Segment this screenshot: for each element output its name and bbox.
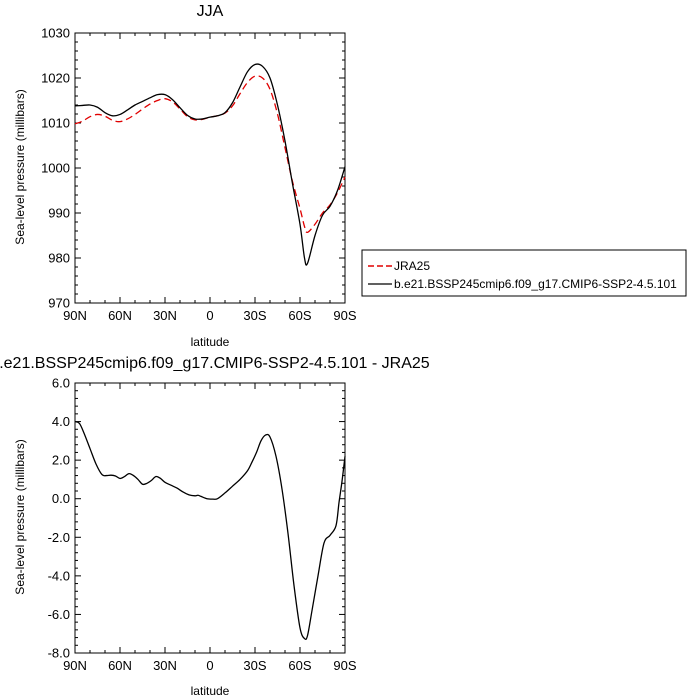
- top-chart-ylabel: Sea-level pressure (millibars): [13, 89, 27, 244]
- top-chart-ytick-label: 1010: [41, 116, 70, 131]
- bottom-chart-ylabel: Sea-level pressure (millibars): [13, 439, 27, 594]
- top-plot-area: 90N 60N 30N 0 30S 60S 90S 970 980 990 1000 1010 1020…: [41, 26, 357, 324]
- top-chart-ytick-label: 970: [48, 296, 70, 311]
- legend: JRA25 b.e21.BSSP245cmip6.f09_g17.CMIP6-S…: [361, 249, 687, 297]
- top-chart-xlabel: latitude: [191, 335, 230, 349]
- bottom-chart-xtick-label: 60N: [108, 658, 132, 673]
- top-chart-ytick-label: 1030: [41, 26, 70, 41]
- bottom-chart-xtick-label: 30S: [243, 658, 266, 673]
- top-chart-title: JJA: [197, 3, 224, 20]
- bottom-chart-ytick-label: -6.0: [48, 607, 70, 622]
- top-chart-xtick-label: 60N: [108, 308, 132, 323]
- top-chart-ytick-label: 1020: [41, 71, 70, 86]
- top-chart-xtick-label: 60S: [288, 308, 311, 323]
- bottom-chart-xtick-label: 90S: [333, 658, 356, 673]
- top-chart-series-line-0: [74, 75, 346, 234]
- top-chart-ytick-label: 990: [48, 206, 70, 221]
- bottom-chart-frame: [74, 382, 346, 654]
- bottom-chart-ytick-label: -8.0: [48, 646, 70, 661]
- bottom-chart: b.e21.BSSP245cmip6.f09_g17.CMIP6-SSP2-4.…: [0, 355, 430, 698]
- top-chart: JJA latitude Sea-level pressure (milliba…: [13, 3, 357, 349]
- top-chart-xtick-label: 90S: [333, 308, 356, 323]
- bottom-plot-area: 90N 60N 30N 0 30S 60S 90S -8.0 -6.0 -4.0 -2.0 0.0 2.…: [48, 376, 357, 674]
- legend-box: [361, 249, 687, 297]
- bottom-chart-ytick-label: -2.0: [48, 530, 70, 545]
- bottom-chart-ytick-label: 4.0: [52, 414, 70, 429]
- bottom-chart-title: b.e21.BSSP245cmip6.f09_g17.CMIP6-SSP2-4.…: [0, 355, 430, 372]
- top-chart-ytick-label: 980: [48, 251, 70, 266]
- top-chart-ytick-label: 1000: [41, 161, 70, 176]
- bottom-chart-ytick-label: 2.0: [52, 453, 70, 468]
- bottom-chart-xtick-label: 0: [206, 658, 213, 673]
- top-chart-frame: [74, 32, 346, 304]
- top-chart-xtick-label: 30N: [153, 308, 177, 323]
- bottom-chart-xtick-label: 90N: [63, 658, 87, 673]
- bottom-chart-xlabel: latitude: [191, 684, 230, 698]
- bottom-chart-ytick-label: 0.0: [52, 491, 70, 506]
- legend-label-model: b.e21.BSSP245cmip6.f09_g17.CMIP6-SSP2-4.…: [394, 277, 677, 291]
- bottom-chart-ytick-label: -4.0: [48, 568, 70, 583]
- legend-label-jra25: JRA25: [394, 259, 430, 273]
- bottom-chart-xtick-label: 60S: [288, 658, 311, 673]
- top-chart-series-line-1: [74, 63, 346, 266]
- top-chart-xtick-label: 90N: [63, 308, 87, 323]
- bottom-chart-series-line-0: [74, 420, 346, 641]
- bottom-chart-xtick-label: 30N: [153, 658, 177, 673]
- top-chart-xtick-label: 0: [206, 308, 213, 323]
- top-chart-xtick-label: 30S: [243, 308, 266, 323]
- bottom-chart-ytick-label: 6.0: [52, 376, 70, 391]
